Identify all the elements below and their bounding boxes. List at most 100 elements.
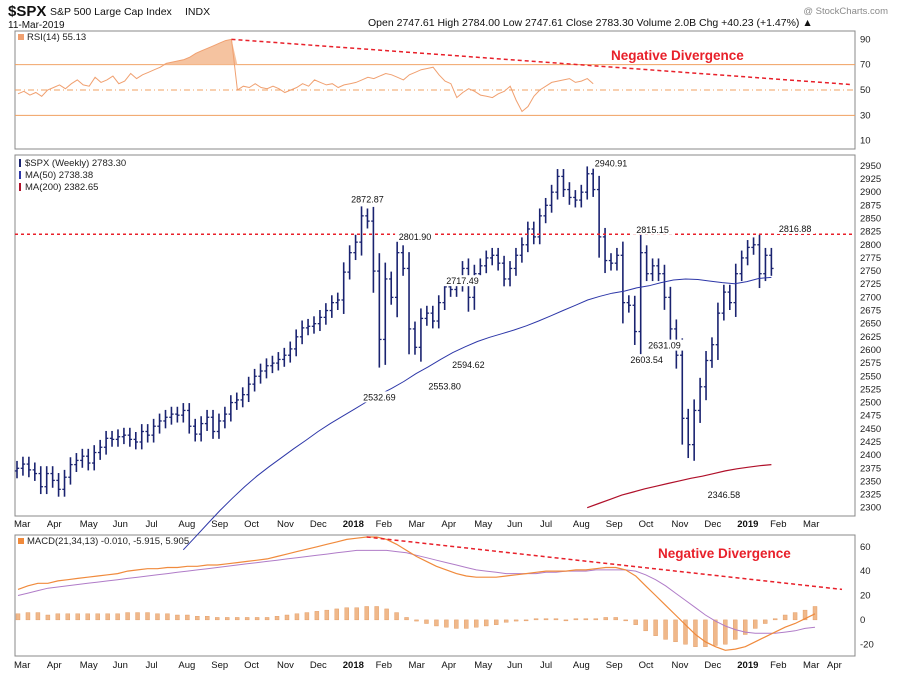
price-bar: [739, 250, 744, 282]
price-bar: [745, 240, 750, 266]
price-label: 2717.49: [446, 276, 479, 286]
price-tick-label: 2300: [860, 503, 881, 514]
price-bar: [537, 208, 542, 245]
price-tick-label: 2675: [860, 306, 881, 317]
macd-histogram-bar: [653, 619, 658, 636]
macd-histogram-bar: [603, 617, 608, 621]
price-bar: [662, 264, 667, 310]
price-bar: [418, 308, 424, 362]
price-x-label: Mar: [803, 519, 819, 530]
price-label-bg: [626, 354, 667, 366]
price-bar: [371, 206, 376, 293]
price-bar: [38, 466, 43, 495]
price-bar: [32, 462, 38, 481]
price-x-label: Sep: [211, 519, 228, 530]
macd-histogram-bar: [135, 612, 140, 621]
price-x-label: Jun: [113, 519, 128, 530]
macd-x-label: Mar: [14, 660, 30, 671]
price-bar: [430, 305, 435, 329]
price-legend-swatch: [19, 171, 21, 179]
price-bar: [757, 234, 762, 289]
macd-histogram-bar: [762, 619, 768, 624]
macd-x-label: Jun: [507, 660, 522, 671]
macd-histogram-bar: [673, 619, 678, 643]
macd-histogram-bar: [25, 612, 31, 621]
macd-line: [17, 536, 816, 651]
macd-histogram-bar: [723, 619, 728, 645]
macd-histogram-bar: [533, 618, 539, 621]
macd-x-label: Dec: [310, 660, 327, 671]
price-bar: [216, 413, 222, 439]
price-label: 2553.80: [428, 381, 461, 391]
price-x-label: May: [474, 519, 492, 530]
price-bar: [299, 320, 305, 345]
macd-x-label: Mar: [409, 660, 425, 671]
macd-x-label: Jul: [540, 660, 552, 671]
price-bar: [240, 387, 245, 408]
price-x-label: Nov: [672, 519, 689, 530]
macd-histogram-bar: [205, 616, 210, 621]
price-label: 2631.09: [648, 341, 681, 351]
price-bar: [709, 337, 715, 368]
price-bar: [727, 284, 732, 310]
price-legend: MA(50) 2738.38: [25, 170, 93, 181]
price-bar: [145, 424, 150, 443]
price-bar: [50, 466, 55, 488]
ma50-line: [182, 276, 772, 551]
price-bar: [222, 406, 228, 429]
macd-x-label: Dec: [704, 660, 721, 671]
price-tick-label: 2775: [860, 253, 881, 264]
price-bar: [329, 295, 335, 318]
price-legend-swatch: [19, 183, 21, 191]
macd-x-label: May: [474, 660, 492, 671]
price-bar: [769, 247, 774, 276]
price-bar: [163, 409, 168, 429]
price-tick-label: 2825: [860, 227, 881, 238]
macd-histogram-bar: [753, 619, 758, 629]
price-bar: [133, 432, 138, 450]
macd-histogram-bar: [494, 619, 499, 625]
price-tick-label: 2550: [860, 371, 881, 382]
macd-histogram-bar: [424, 619, 429, 624]
macd-histogram-bar: [244, 617, 250, 621]
price-bar: [258, 363, 263, 384]
price-bar: [389, 271, 394, 305]
macd-legend-swatch: [18, 538, 24, 544]
price-x-label: Aug: [178, 519, 195, 530]
price-bar: [335, 292, 340, 310]
macd-histogram-bar: [713, 619, 718, 646]
price-label-bg: [591, 157, 631, 169]
macd-divergence-line: [366, 536, 843, 591]
price-x-label: 2019: [737, 519, 758, 530]
price-x-label: Dec: [310, 519, 327, 530]
macd-histogram-bar: [394, 612, 399, 621]
price-bar: [282, 347, 287, 367]
price-bar: [561, 169, 566, 197]
rsi-tick-label: 30: [860, 110, 871, 121]
price-bar: [763, 247, 768, 282]
rsi-line: [17, 38, 594, 113]
price-legend: MA(200) 2382.65: [25, 182, 98, 193]
price-x-label: Oct: [639, 519, 654, 530]
macd-histogram-bar: [215, 617, 220, 621]
price-tick-label: 2950: [860, 161, 881, 172]
price-bar: [620, 241, 626, 324]
price-bar: [703, 351, 709, 401]
price-bar: [632, 295, 637, 345]
price-tick-label: 2400: [860, 450, 881, 461]
price-bar: [97, 439, 103, 460]
price-label-bg: [359, 391, 400, 403]
price-bar: [181, 403, 186, 423]
price-bar: [585, 166, 590, 200]
macd-x-label: Apr: [441, 660, 456, 671]
macd-tick-label: 20: [860, 591, 871, 602]
price-bar: [44, 466, 49, 495]
price-tick-label: 2500: [860, 398, 881, 409]
macd-histogram-bar: [125, 612, 130, 621]
price-x-label: Dec: [704, 519, 721, 530]
price-bar: [733, 263, 738, 317]
price-bar: [608, 253, 614, 271]
price-bar: [472, 264, 477, 310]
macd-x-label: Aug: [178, 660, 195, 671]
price-x-label: 2018: [343, 519, 364, 530]
